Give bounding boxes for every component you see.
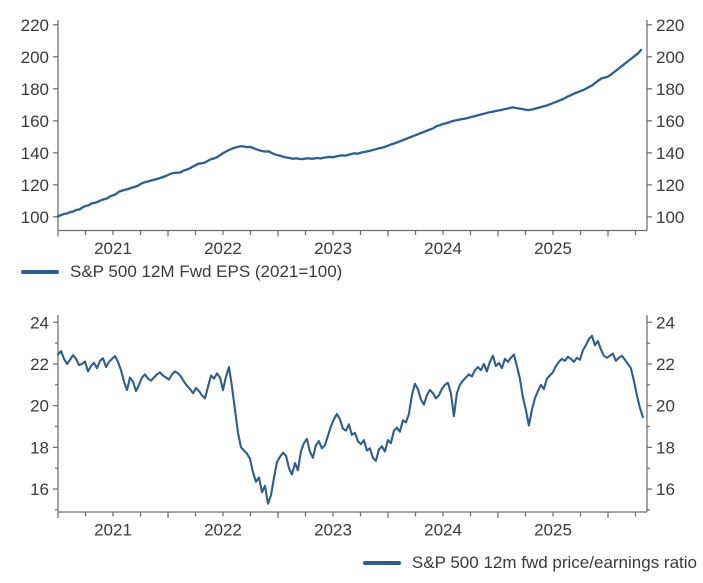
- eps-chart: 100 100 120 120 140 140 160 160 180 180 200 200 220 2…: [21, 16, 685, 258]
- y-tick-label-right: 200: [656, 48, 684, 67]
- legend-line-swatch: [21, 270, 59, 274]
- y-tick-label-left: 200: [21, 48, 49, 67]
- y-tick-label-left: 160: [21, 112, 49, 131]
- legend-pe-label: S&P 500 12m fwd price/earnings ratio: [411, 553, 697, 572]
- x-tick-label: 2023: [314, 239, 352, 258]
- legend-pe: S&P 500 12m fwd price/earnings ratio: [362, 553, 697, 573]
- y-tick-label-right: 18: [656, 438, 675, 457]
- series-line: [56, 334, 644, 505]
- y-tick-label-right: 140: [656, 144, 684, 163]
- legend-eps-label: S&P 500 12M Fwd EPS (2021=100): [70, 262, 343, 281]
- y-tick-label-left: 140: [21, 144, 49, 163]
- x-tick-label: 2021: [94, 239, 132, 258]
- y-tick-label-right: 24: [656, 313, 675, 332]
- x-tick-label: 2025: [534, 239, 572, 258]
- y-tick-label-right: 22: [656, 355, 675, 374]
- y-tick-label-left: 100: [21, 208, 49, 227]
- x-tick-label: 2022: [204, 239, 242, 258]
- y-tick-label-right: 100: [656, 208, 684, 227]
- y-tick-label-left: 220: [21, 16, 49, 35]
- y-tick-label-right: 220: [656, 16, 684, 35]
- series-line: [56, 48, 643, 218]
- legend-line-swatch: [362, 561, 401, 565]
- x-tick-label: 2022: [204, 521, 242, 540]
- y-tick-label-right: 16: [656, 480, 675, 499]
- x-tick-label: 2023: [314, 521, 352, 540]
- y-tick-label-right: 120: [656, 176, 684, 195]
- x-tick-label: 2021: [94, 521, 132, 540]
- y-tick-label-left: 20: [30, 397, 49, 416]
- y-tick-label-left: 16: [30, 480, 49, 499]
- y-tick-label-right: 160: [656, 112, 684, 131]
- y-tick-label-left: 120: [21, 176, 49, 195]
- x-tick-label: 2024: [424, 521, 462, 540]
- y-tick-label-right: 20: [656, 397, 675, 416]
- y-tick-label-left: 18: [30, 438, 49, 457]
- x-tick-label: 2025: [534, 521, 572, 540]
- y-tick-label-right: 180: [656, 80, 684, 99]
- y-tick-label-left: 24: [30, 313, 49, 332]
- y-tick-label-left: 180: [21, 80, 49, 99]
- x-tick-label: 2024: [424, 239, 462, 258]
- legend-eps: S&P 500 12M Fwd EPS (2021=100): [21, 262, 342, 282]
- y-tick-label-left: 22: [30, 355, 49, 374]
